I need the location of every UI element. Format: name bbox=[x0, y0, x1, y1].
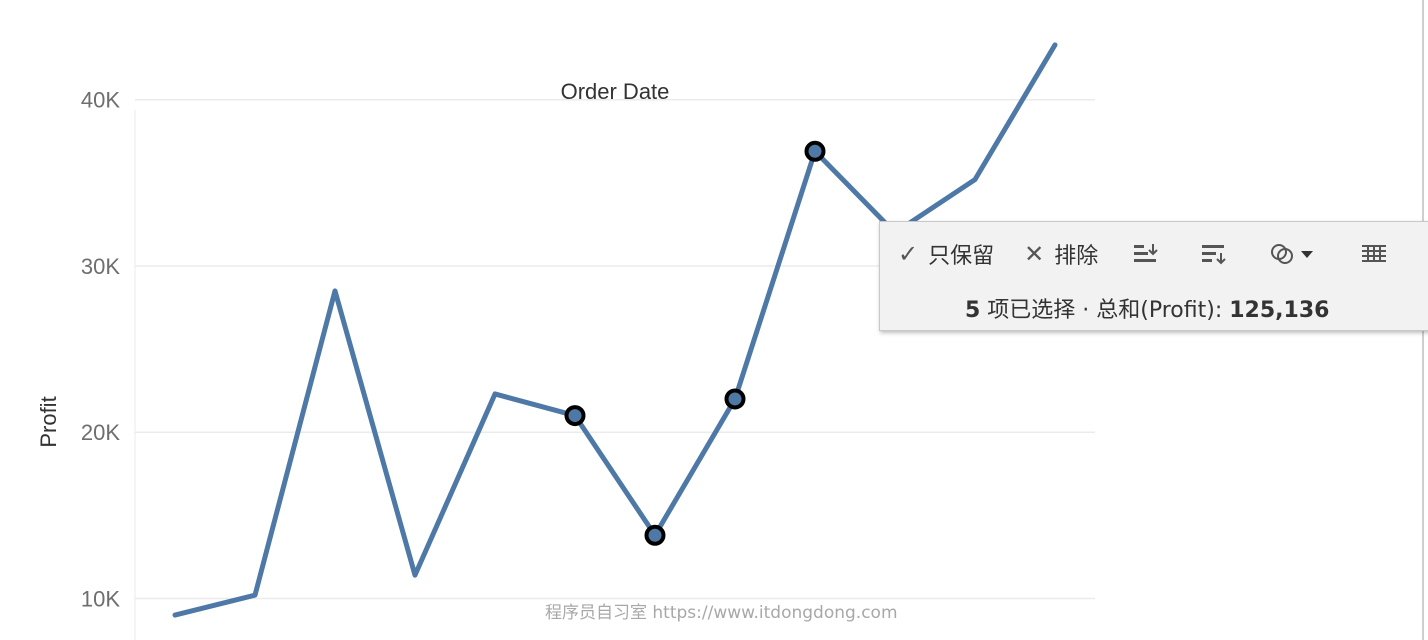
sort-ascending-icon[interactable] bbox=[1128, 236, 1164, 272]
watermark: 程序员自习室 https://www.itdongdong.com bbox=[545, 603, 898, 623]
selected-data-point[interactable] bbox=[644, 524, 666, 546]
check-icon: ✓ bbox=[898, 240, 919, 268]
y-tick-label: 40K bbox=[81, 88, 120, 113]
selected-points bbox=[564, 140, 906, 546]
selected-data-point[interactable] bbox=[804, 140, 826, 162]
y-axis-label: Profit bbox=[36, 396, 61, 447]
y-tick-label: 30K bbox=[81, 254, 120, 279]
tooltip-toolbar: ✓ 只保留 ✕ 排除 bbox=[898, 236, 1424, 272]
sort-descending-icon[interactable] bbox=[1196, 236, 1232, 272]
keep-only-button[interactable]: ✓ 只保留 bbox=[898, 238, 994, 270]
selection-summary-text: 项已选择 · 总和(Profit): bbox=[980, 298, 1230, 323]
selection-summary: 5 项已选择 · 总和(Profit): 125,136 bbox=[965, 292, 1329, 324]
selected-count: 5 bbox=[965, 298, 981, 323]
selected-data-point[interactable] bbox=[564, 405, 586, 427]
exclude-label: 排除 bbox=[1054, 244, 1099, 269]
exclude-button[interactable]: ✕ 排除 bbox=[1024, 238, 1098, 270]
selected-data-point[interactable] bbox=[724, 388, 746, 410]
group-members-icon[interactable] bbox=[1264, 236, 1324, 272]
keep-only-label: 只保留 bbox=[928, 244, 995, 269]
close-icon: ✕ bbox=[1024, 240, 1045, 268]
y-tick-label: 20K bbox=[81, 420, 120, 445]
profit-total: 125,136 bbox=[1229, 298, 1330, 323]
selection-tooltip: ✓ 只保留 ✕ 排除 bbox=[879, 221, 1428, 331]
y-tick-label: 10K bbox=[81, 586, 120, 611]
y-tick-labels: 10K 20K 30K 40K bbox=[81, 88, 120, 612]
view-data-icon[interactable] bbox=[1356, 236, 1392, 272]
gridlines bbox=[135, 98, 1095, 600]
chart-title: Order Date bbox=[561, 79, 670, 104]
